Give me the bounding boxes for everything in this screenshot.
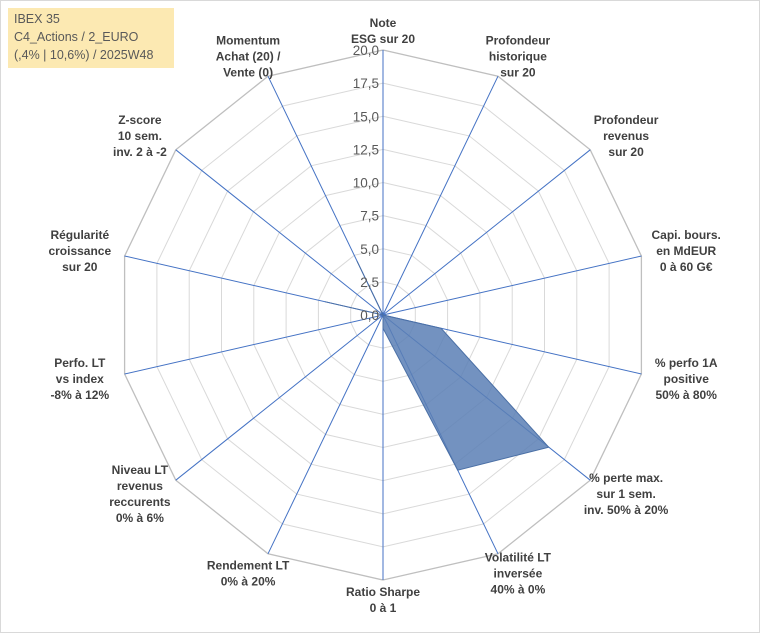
category-label-line: Ratio Sharpe <box>346 585 420 599</box>
axis-spoke <box>124 314 384 375</box>
category-label-line: en MdEUR <box>656 244 716 258</box>
tick-layer: 0,0 2,5 5,0 7,5 10,0 12,5 15,0 17,5 20,0 <box>353 43 379 323</box>
category-label-line: revenus <box>117 479 163 493</box>
category-label-line: Perfo. LT <box>54 356 106 370</box>
axis-spoke <box>382 75 499 316</box>
category-label-line: sur 20 <box>62 260 98 274</box>
category-label-line: Volatilité LT <box>485 551 552 565</box>
tick-label: 20,0 <box>353 43 379 58</box>
category-label-line: Régularité <box>50 228 109 242</box>
axis-spoke <box>267 314 384 555</box>
category-label-layer: Note ESG sur 20 Profondeur historique sur 20… <box>48 16 720 615</box>
tick-label: 2,5 <box>360 275 379 290</box>
category-label-line: revenus <box>603 129 649 143</box>
category-label-line: 0 à 1 <box>370 601 397 615</box>
category-label-line: inv. 50% à 20% <box>584 503 669 517</box>
chart-title-box: IBEX 35 C4_Actions / 2_EURO (,4% | 10,6%… <box>8 8 174 68</box>
title-line-2: C4_Actions / 2_EURO <box>14 30 139 44</box>
category-label: Capi. bours. en MdEUR 0 à 60 G€ <box>652 228 721 274</box>
category-label-line: 50% à 80% <box>656 388 718 402</box>
category-label: % perfo 1A positive 50% à 80% <box>655 356 718 402</box>
category-label-line: Niveau LT <box>112 463 169 477</box>
category-label-line: Rendement LT <box>207 559 290 573</box>
category-label-line: Z-score <box>118 113 162 127</box>
category-label-line: 0 à 60 G€ <box>660 260 713 274</box>
category-label: Volatilité LT inversée 40% à 0% <box>485 551 552 597</box>
category-label-line: sur 1 sem. <box>596 487 655 501</box>
title-line-3: (,4% | 10,6%) / 2025W48 <box>14 48 154 62</box>
tick-label: 17,5 <box>353 76 379 91</box>
category-label-line: inversée <box>494 567 543 581</box>
category-label-line: sur 20 <box>500 65 536 79</box>
category-label-line: inv. 2 à -2 <box>113 145 167 159</box>
axis-spoke <box>175 149 384 316</box>
axis-spoke <box>382 149 591 316</box>
tick-label: 0,0 <box>360 308 379 323</box>
category-label-line: 0% à 6% <box>116 511 164 525</box>
category-label-line: vs index <box>56 372 104 386</box>
category-label-line: Vente (0) <box>223 65 273 79</box>
category-label-line: croissance <box>48 244 111 258</box>
category-label-line: % perte max. <box>589 471 663 485</box>
axis-spoke <box>382 255 642 316</box>
category-label-line: Profondeur <box>486 33 551 47</box>
axis-spoke <box>175 314 384 481</box>
category-label: Rendement LT 0% à 20% <box>207 559 290 589</box>
category-label-line: Momentum <box>216 33 280 47</box>
category-label-line: positive <box>664 372 710 386</box>
category-label: Profondeur revenus sur 20 <box>594 113 659 159</box>
category-label: Ratio Sharpe 0 à 1 <box>346 585 420 615</box>
category-label: Momentum Achat (20) / Vente (0) <box>216 33 281 79</box>
category-label-line: Note <box>370 16 397 30</box>
category-label-line: 40% à 0% <box>491 583 546 597</box>
category-label: Note ESG sur 20 <box>351 16 415 46</box>
category-label-line: % perfo 1A <box>655 356 718 370</box>
category-label-line: ESG sur 20 <box>351 32 415 46</box>
category-label: Profondeur historique sur 20 <box>486 33 551 79</box>
tick-label: 7,5 <box>360 209 379 224</box>
category-label: % perte max. sur 1 sem. inv. 50% à 20% <box>584 471 669 517</box>
tick-label: 15,0 <box>353 109 379 124</box>
category-label: Régularité croissance sur 20 <box>48 228 111 274</box>
category-label: Niveau LT revenus reccurents 0% à 6% <box>109 463 171 525</box>
category-label: Z-score 10 sem. inv. 2 à -2 <box>113 113 167 159</box>
category-label-line: historique <box>489 49 547 63</box>
title-line-1: IBEX 35 <box>14 12 60 26</box>
series-layer <box>324 261 550 471</box>
tick-label: 10,0 <box>353 176 379 191</box>
category-label-line: 10 sem. <box>118 129 162 143</box>
tick-label: 5,0 <box>360 242 379 257</box>
category-label-line: 0% à 20% <box>221 575 276 589</box>
category-label-line: Capi. bours. <box>652 228 721 242</box>
category-label-line: reccurents <box>109 495 171 509</box>
category-label-line: Achat (20) / <box>216 49 281 63</box>
category-label-line: Profondeur <box>594 113 659 127</box>
category-label-line: -8% à 12% <box>50 388 109 402</box>
category-label: Perfo. LT vs index -8% à 12% <box>50 356 109 402</box>
tick-label: 12,5 <box>353 142 379 157</box>
series-area <box>324 261 550 471</box>
category-label-line: sur 20 <box>608 145 644 159</box>
